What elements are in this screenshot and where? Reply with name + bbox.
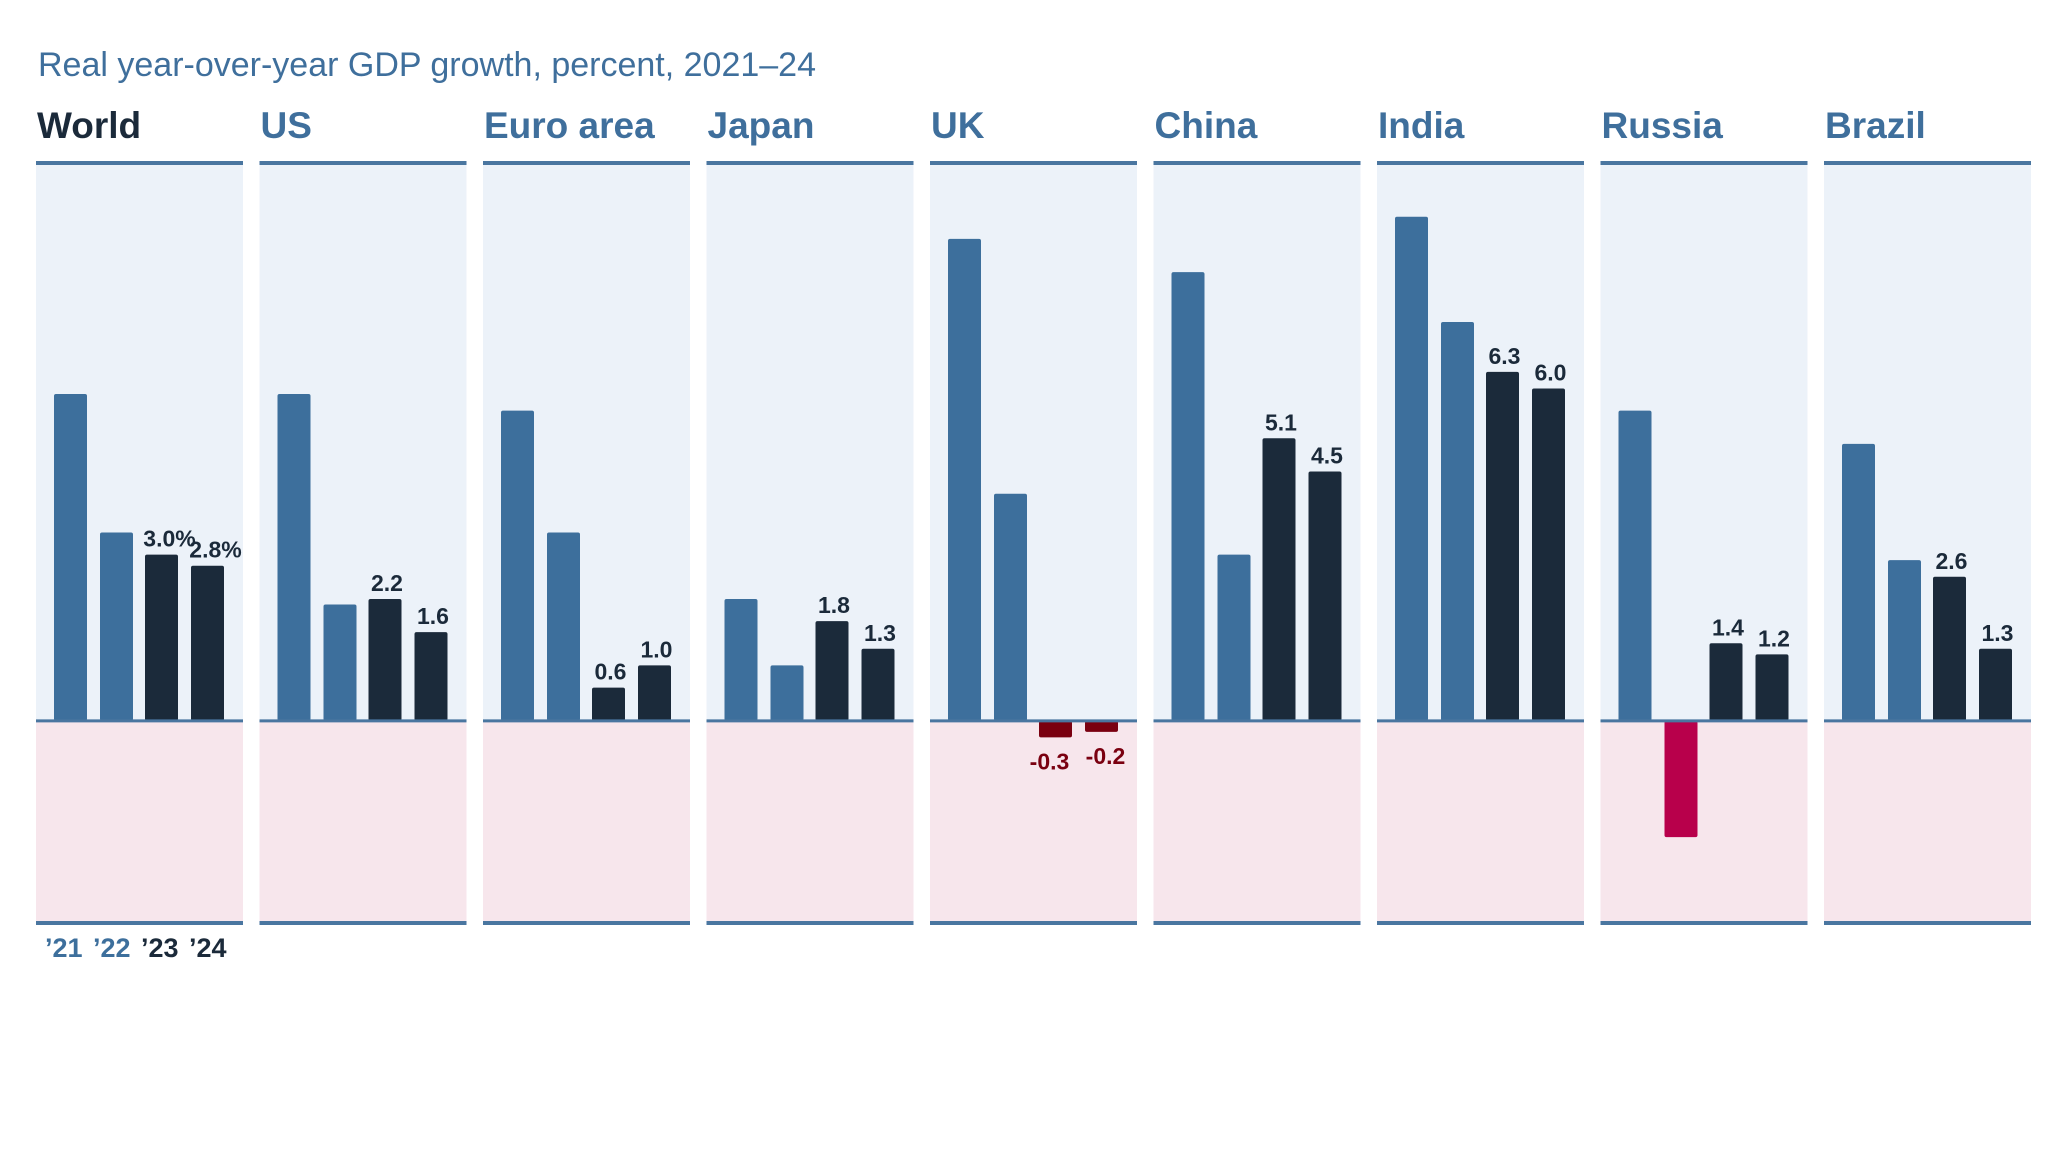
- panel-negative-bg: [259, 720, 467, 923]
- data-label: 2.8%: [189, 537, 241, 563]
- panel-top-rule: [1600, 161, 1808, 165]
- bar-china-24: [1308, 471, 1342, 721]
- panel-negative-bg: [706, 720, 914, 923]
- bar-china-21: [1171, 272, 1205, 721]
- year-legend-24: ’24: [189, 933, 227, 963]
- bar-india-21: [1395, 216, 1428, 721]
- bar-world-22: [100, 532, 133, 721]
- bar-uk-21: [948, 238, 981, 721]
- data-label: 6.3: [1489, 343, 1521, 369]
- panel-bottom-rule: [259, 921, 467, 925]
- panel-top-rule: [1377, 161, 1584, 165]
- data-label: 1.4: [1712, 614, 1744, 640]
- bar-russia-24: [1755, 654, 1789, 721]
- bar-japan-22: [770, 665, 804, 721]
- bar-world-24: [191, 565, 224, 721]
- panel-negative-bg: [483, 720, 690, 923]
- data-label: 2.2: [371, 570, 403, 596]
- panel-title: Brazil: [1825, 105, 1926, 146]
- bar-us-23: [368, 598, 402, 721]
- data-label: 1.0: [641, 636, 673, 662]
- data-label: 1.6: [417, 603, 449, 629]
- bar-japan-21: [724, 598, 758, 721]
- bar-brazil-22: [1888, 560, 1921, 721]
- data-label: 1.2: [1758, 625, 1790, 651]
- panel-negative-bg: [1377, 720, 1584, 923]
- bar-russia-23: [1709, 643, 1743, 721]
- panel-top-rule: [483, 161, 690, 165]
- bar-russia-22: [1664, 720, 1698, 838]
- bar-india-22: [1441, 321, 1474, 721]
- panel-title: China: [1155, 105, 1258, 146]
- panel-negative-bg: [1824, 720, 2031, 923]
- panel-title: World: [37, 105, 141, 146]
- bar-world-23: [145, 554, 178, 721]
- panel-bottom-rule: [706, 921, 914, 925]
- year-legend-21: ’21: [45, 933, 83, 963]
- bar-japan-23: [815, 621, 849, 721]
- data-label: 5.1: [1265, 409, 1297, 435]
- data-label: -0.3: [1030, 748, 1070, 774]
- data-label: 1.8: [818, 592, 850, 618]
- panel-title: India: [1378, 105, 1465, 146]
- year-legend-23: ’23: [141, 933, 179, 963]
- bar-euro-area-22: [547, 532, 580, 721]
- bar-russia-21: [1618, 410, 1652, 721]
- panel-title: Russia: [1602, 105, 1724, 146]
- data-label: 4.5: [1311, 443, 1343, 469]
- panel-top-rule: [1824, 161, 2031, 165]
- panel-bottom-rule: [1153, 921, 1361, 925]
- panel-bottom-rule: [483, 921, 690, 925]
- bar-world-21: [54, 393, 87, 721]
- panel-title: US: [261, 105, 312, 146]
- panel-bottom-rule: [930, 921, 1137, 925]
- panel-negative-bg: [36, 720, 243, 923]
- panel-bottom-rule: [1377, 921, 1584, 925]
- bar-brazil-21: [1842, 443, 1875, 721]
- panel-negative-bg: [930, 720, 1137, 923]
- bar-us-22: [323, 604, 357, 721]
- data-label: 3.0%: [143, 526, 195, 552]
- bar-uk-22: [994, 493, 1027, 721]
- chart-title: Real year-over-year GDP growth, percent,…: [38, 46, 816, 84]
- panel-negative-bg: [1600, 720, 1808, 923]
- bar-euro-area-21: [501, 410, 534, 721]
- panel-top-rule: [36, 161, 243, 165]
- bar-china-22: [1217, 554, 1251, 721]
- bar-us-21: [277, 393, 311, 721]
- bar-us-24: [414, 632, 448, 721]
- panel-negative-bg: [1153, 720, 1361, 923]
- panel-bottom-rule: [36, 921, 243, 925]
- panel-title: UK: [931, 105, 985, 146]
- bar-japan-24: [861, 648, 895, 721]
- panel-bottom-rule: [1600, 921, 1808, 925]
- bar-india-23: [1486, 371, 1519, 721]
- panel-top-rule: [1153, 161, 1361, 165]
- bar-brazil-24: [1979, 648, 2012, 721]
- data-label: 1.3: [1982, 620, 2014, 646]
- bar-brazil-23: [1933, 576, 1966, 721]
- data-label: 0.6: [595, 659, 627, 685]
- data-label: 1.3: [864, 620, 896, 646]
- data-label: 6.0: [1535, 359, 1567, 385]
- bar-india-24: [1532, 388, 1565, 721]
- panel-title: Euro area: [484, 105, 655, 146]
- panel-bottom-rule: [1824, 921, 2031, 925]
- panel-top-rule: [706, 161, 914, 165]
- data-label: -0.2: [1086, 743, 1126, 769]
- panel-top-rule: [259, 161, 467, 165]
- panel-top-rule: [930, 161, 1137, 165]
- bar-uk-23: [1039, 720, 1072, 738]
- bar-china-23: [1262, 438, 1296, 721]
- data-label: 2.6: [1936, 548, 1968, 574]
- bar-uk-24: [1085, 720, 1118, 732]
- panel-title: Japan: [708, 105, 815, 146]
- bar-euro-area-23: [592, 687, 625, 721]
- bar-euro-area-24: [638, 665, 671, 721]
- year-legend-22: ’22: [93, 933, 131, 963]
